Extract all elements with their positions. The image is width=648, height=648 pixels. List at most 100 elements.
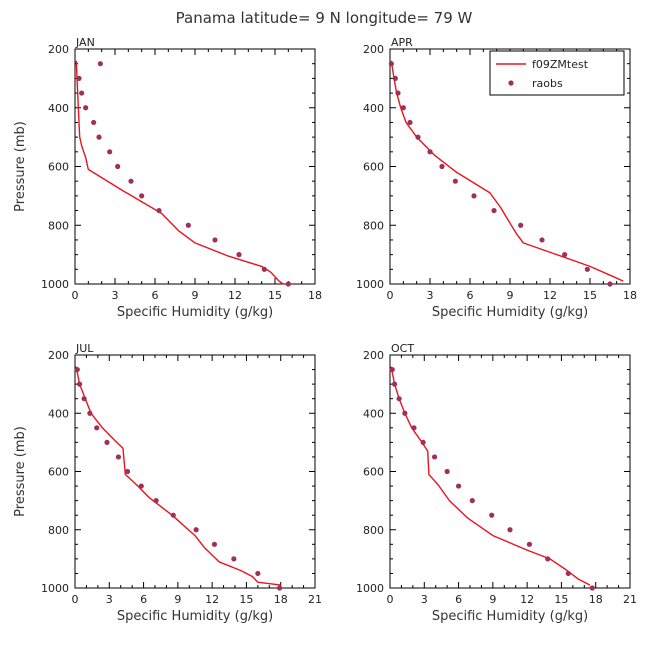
y-tick-label: 800 — [48, 219, 69, 232]
panel-oct: 0 3 6 9 12 15 18 21 200 400 600 800 1000 OCT Specific … — [356, 342, 637, 624]
data-point-raobs — [124, 468, 131, 475]
x-tick-label: 18 — [308, 289, 322, 302]
x-tick-label: 15 — [268, 289, 282, 302]
y-tick-label: 800 — [48, 524, 69, 537]
data-point-raobs — [76, 75, 82, 81]
data-point-raobs — [87, 410, 93, 416]
data-point-raobs — [444, 468, 450, 475]
data-point-raobs — [83, 105, 89, 111]
x-tick-label: 15 — [239, 593, 253, 606]
data-point-raobs — [452, 178, 458, 184]
legend-label-model: f09ZMtest — [532, 58, 589, 71]
y-tick-label: 800 — [363, 219, 384, 232]
x-axis-label: Specific Humidity (g/kg) — [432, 305, 588, 320]
x-tick-label: 0 — [72, 593, 79, 606]
x-tick-label: 18 — [589, 593, 603, 606]
data-point-raobs — [427, 149, 433, 155]
data-point-raobs — [193, 527, 199, 533]
data-point-raobs — [212, 237, 218, 243]
plot-frame — [389, 354, 631, 589]
y-tick-label: 600 — [363, 161, 384, 174]
data-point-raobs — [507, 527, 513, 533]
data-point-raobs — [285, 281, 291, 287]
data-point-raobs — [115, 163, 121, 170]
legend-box — [489, 50, 625, 96]
series-line-model — [75, 366, 281, 586]
x-tick-label: 21 — [308, 593, 322, 606]
y-tick-label: 400 — [48, 407, 69, 420]
data-point-raobs — [545, 556, 551, 562]
y-tick-label: 200 — [363, 349, 384, 362]
data-point-raobs — [261, 266, 267, 272]
x-axis-label: Specific Humidity (g/kg) — [432, 609, 588, 624]
data-point-raobs — [211, 541, 218, 547]
x-tick-label: 3 — [427, 289, 434, 302]
data-point-raobs — [471, 193, 477, 199]
data-point-raobs — [79, 90, 85, 96]
data-point-raobs — [170, 512, 176, 518]
data-point-raobs — [431, 454, 438, 460]
legend-label-obs: raobs — [532, 77, 563, 90]
data-point-raobs — [91, 119, 97, 126]
x-tick-label: 15 — [554, 593, 568, 606]
y-tick-label: 600 — [363, 466, 384, 479]
legend: f09ZMtest raobs — [489, 50, 625, 96]
data-point-raobs — [74, 366, 80, 373]
x-tick-label: 6 — [455, 593, 462, 606]
x-tick-label: 0 — [72, 289, 79, 302]
data-point-raobs — [388, 61, 394, 67]
legend-marker-obs — [508, 80, 514, 86]
data-point-raobs — [539, 237, 545, 243]
x-tick-label: 12 — [520, 593, 534, 606]
x-tick-label: 12 — [543, 289, 557, 302]
y-tick-label: 800 — [363, 524, 384, 537]
data-point-raobs — [395, 90, 401, 96]
panel-jan: 0 3 6 9 12 15 18 200 400 600 800 1000 JAN Specific Hu… — [13, 36, 322, 320]
x-tick-label: 15 — [583, 289, 597, 302]
data-point-raobs — [104, 439, 110, 445]
data-point-raobs — [97, 61, 103, 67]
x-tick-label: 12 — [228, 289, 242, 302]
data-point-raobs — [420, 439, 426, 445]
x-axis-label: Specific Humidity (g/kg) — [117, 305, 273, 320]
data-point-raobs — [439, 163, 445, 170]
panel-label-jul: JUL — [75, 342, 94, 355]
data-point-raobs — [231, 556, 237, 562]
y-tick-label: 600 — [48, 466, 69, 479]
data-point-raobs — [589, 585, 595, 591]
data-point-raobs — [153, 498, 159, 504]
data-point-raobs — [139, 193, 145, 199]
series-line-model — [390, 366, 591, 586]
data-point-raobs — [562, 252, 568, 258]
panel-apr: 0 3 6 9 12 15 18 200 400 600 800 1000 APR Specific Hu… — [356, 36, 637, 320]
data-point-raobs — [76, 381, 83, 387]
y-tick-label: 200 — [363, 43, 384, 56]
data-point-raobs — [94, 425, 100, 431]
panel-jul: 0 3 6 9 12 15 18 21 200 400 600 800 1000 JUL Specific … — [13, 342, 322, 624]
x-tick-label: 12 — [205, 593, 219, 606]
y-axis-label: Pressure (mb) — [13, 426, 28, 517]
y-axis-label: Pressure (mb) — [13, 121, 28, 212]
data-point-raobs — [96, 134, 102, 140]
data-point-raobs — [518, 222, 524, 228]
data-point-raobs — [400, 105, 406, 111]
data-point-raobs — [276, 585, 283, 591]
data-point-raobs — [526, 541, 533, 547]
x-tick-label: 0 — [387, 289, 394, 302]
x-tick-label: 6 — [140, 593, 147, 606]
y-tick-label: 600 — [48, 161, 69, 174]
x-tick-label: 9 — [507, 289, 514, 302]
y-tick-label: 200 — [48, 43, 69, 56]
data-point-raobs — [185, 222, 191, 228]
plot-frame — [74, 48, 316, 285]
data-point-raobs — [107, 149, 113, 155]
panel-label-jan: JAN — [75, 36, 95, 49]
data-point-raobs — [138, 483, 144, 489]
x-tick-label: 21 — [623, 593, 637, 606]
y-tick-label: 1000 — [356, 278, 384, 291]
data-point-raobs — [156, 207, 162, 214]
x-tick-label: 9 — [192, 289, 199, 302]
y-tick-label: 400 — [363, 407, 384, 420]
y-tick-label: 200 — [48, 349, 69, 362]
data-point-raobs — [565, 570, 571, 577]
